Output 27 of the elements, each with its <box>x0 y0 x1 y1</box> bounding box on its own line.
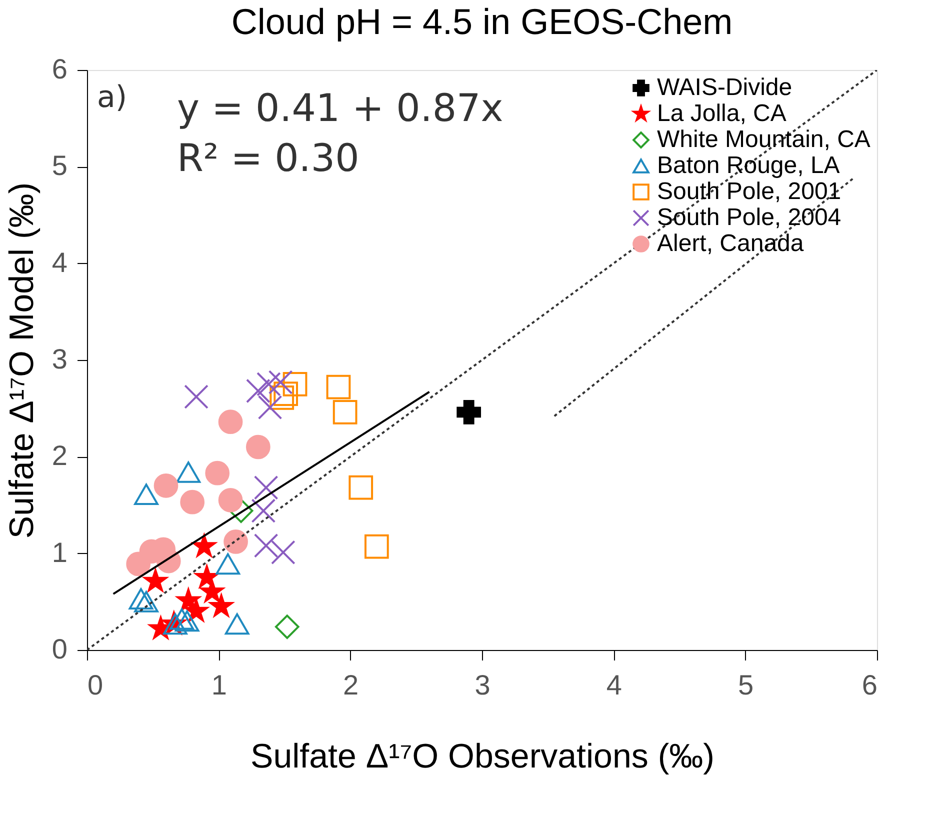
legend-label: Alert, Canada <box>657 230 804 257</box>
y-axis-title: Sulfate Δ¹⁷O Model (‰) <box>2 182 41 539</box>
x-axis-title: Sulfate Δ¹⁷O Observations (‰) <box>250 738 714 776</box>
chart-title: Cloud pH = 4.5 in GEOS-Chem <box>231 1 733 42</box>
y-tick-label: 0 <box>52 634 68 664</box>
y-tick-label: 4 <box>52 246 68 278</box>
x-tick-label: 6 <box>862 670 878 700</box>
annotation: a) <box>97 80 128 115</box>
y-tick-label: 3 <box>52 344 68 374</box>
y-tick-label: 2 <box>52 440 68 472</box>
x-tick-label: 5 <box>738 670 754 700</box>
y-tick-label: 1 <box>52 536 68 568</box>
x-tick-label: 0 <box>88 670 104 700</box>
annotation: R² = 0.30 <box>177 136 360 180</box>
x-tick-label: 4 <box>606 670 622 700</box>
y-tick-label: 6 <box>52 54 68 84</box>
legend-label: South Pole, 2001 <box>657 178 842 205</box>
annotation: y = 0.41 + 0.87x <box>177 86 504 130</box>
y-tick-label: 5 <box>52 150 68 182</box>
x-tick-label: 1 <box>211 670 227 700</box>
x-tick-label: 2 <box>343 670 359 700</box>
x-tick-label: 3 <box>474 670 490 700</box>
legend-label: La Jolla, CA <box>657 100 786 127</box>
legend-label: WAIS-Divide <box>657 74 792 101</box>
legend-label: White Mountain, CA <box>657 126 870 153</box>
legend-label: South Pole, 2004 <box>657 204 842 231</box>
legend-label: Baton Rouge, LA <box>657 152 840 179</box>
